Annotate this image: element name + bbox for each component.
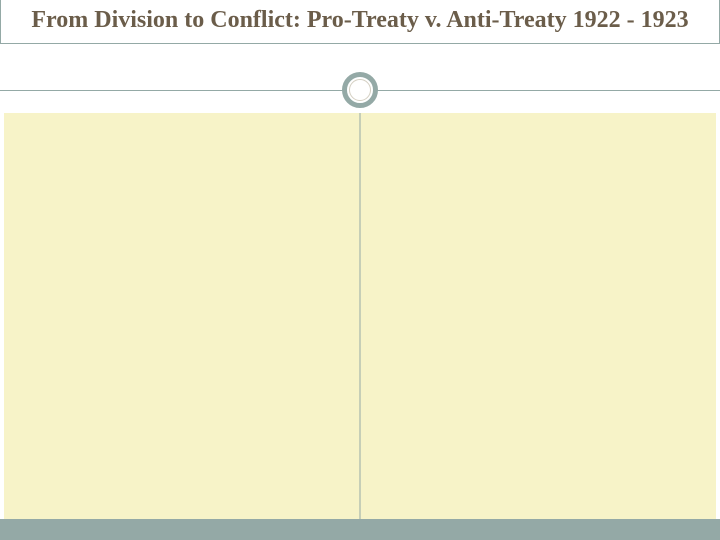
- vertical-divider: [360, 113, 361, 519]
- content-area: [4, 113, 716, 519]
- bottom-bar: [0, 519, 720, 540]
- slide-container: From Division to Conflict: Pro-Treaty v.…: [0, 0, 720, 540]
- title-area: From Division to Conflict: Pro-Treaty v.…: [0, 0, 720, 44]
- slide-title: From Division to Conflict: Pro-Treaty v.…: [21, 6, 699, 35]
- circle-inner: [349, 79, 371, 101]
- circle-decoration: [342, 72, 378, 108]
